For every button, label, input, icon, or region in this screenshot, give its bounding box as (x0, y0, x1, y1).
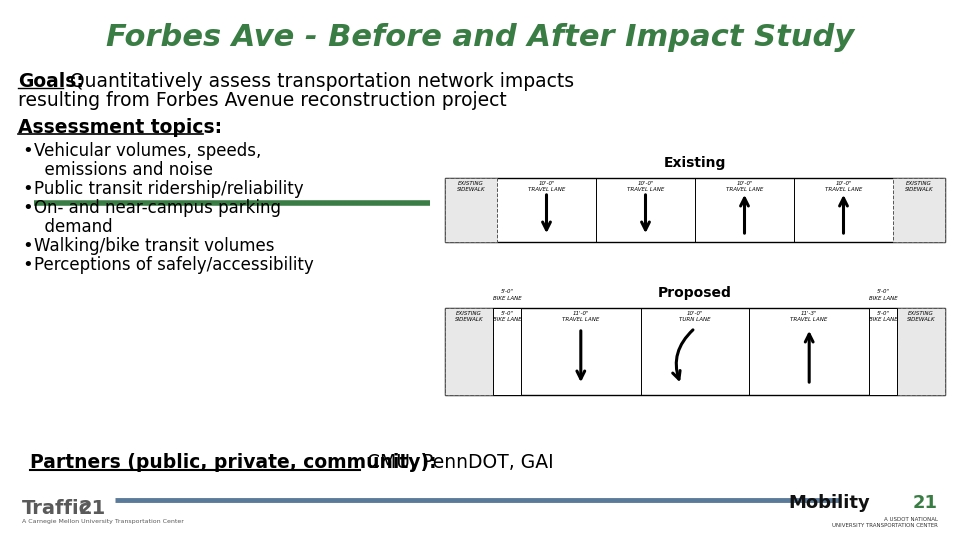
Text: Vehicular volumes, speeds,: Vehicular volumes, speeds, (34, 142, 261, 160)
Text: Partners (public, private, community):: Partners (public, private, community): (30, 453, 437, 472)
Bar (493, 308, 521, 395)
Text: EXISTING
SIDEWALK: EXISTING SIDEWALK (904, 181, 933, 192)
Text: resulting from Forbes Avenue reconstruction project: resulting from Forbes Avenue reconstruct… (18, 91, 507, 110)
Text: EXISTING
SIDEWALK: EXISTING SIDEWALK (906, 311, 935, 322)
Bar (893, 178, 945, 242)
Bar (445, 308, 945, 395)
Text: Quantitatively assess transportation network impacts: Quantitatively assess transportation net… (64, 72, 574, 91)
Text: On- and near-campus parking: On- and near-campus parking (34, 199, 281, 217)
Text: demand: demand (34, 218, 112, 236)
Bar (869, 308, 897, 395)
Text: A Carnegie Mellon University Transportation Center: A Carnegie Mellon University Transportat… (22, 519, 184, 524)
Text: Assessment topics:: Assessment topics: (18, 118, 222, 137)
Text: Existing: Existing (663, 156, 726, 170)
Text: 10'-0"
TRAVEL LANE: 10'-0" TRAVEL LANE (528, 181, 565, 192)
Text: 5'-0": 5'-0" (876, 289, 890, 294)
Text: 21: 21 (78, 498, 106, 517)
Text: Mobility: Mobility (788, 494, 870, 512)
Bar (897, 308, 945, 395)
Text: •: • (22, 199, 33, 217)
Text: Goals:: Goals: (18, 72, 84, 91)
Text: Proposed: Proposed (658, 286, 732, 300)
Text: 10'-0"
TRAVEL LANE: 10'-0" TRAVEL LANE (627, 181, 664, 192)
Text: 5'-0"
BIKE LANE: 5'-0" BIKE LANE (869, 311, 898, 322)
Text: •: • (22, 142, 33, 160)
Text: BIKE LANE: BIKE LANE (492, 296, 521, 301)
Text: Public transit ridership/reliability: Public transit ridership/reliability (34, 180, 303, 198)
Text: emissions and noise: emissions and noise (34, 161, 213, 179)
Text: Traffic: Traffic (22, 498, 91, 517)
Text: Walking/bike transit volumes: Walking/bike transit volumes (34, 237, 275, 255)
Text: 10'-0"
TRAVEL LANE: 10'-0" TRAVEL LANE (726, 181, 763, 192)
Bar (445, 178, 497, 242)
Text: •: • (22, 237, 33, 255)
Text: Perceptions of safely/accessibility: Perceptions of safely/accessibility (34, 256, 314, 274)
Bar (445, 178, 945, 242)
Text: EXISTING
SIDEWALK: EXISTING SIDEWALK (457, 181, 486, 192)
Text: 11'-3"
TRAVEL LANE: 11'-3" TRAVEL LANE (790, 311, 828, 322)
Text: EXISTING
SIDEWALK: EXISTING SIDEWALK (455, 311, 483, 322)
Text: •: • (22, 180, 33, 198)
Text: 10'-0"
TURN LANE: 10'-0" TURN LANE (679, 311, 710, 322)
Text: 11'-0"
TRAVEL LANE: 11'-0" TRAVEL LANE (563, 311, 599, 322)
Text: A USDOT NATIONAL
UNIVERSITY TRANSPORTATION CENTER: A USDOT NATIONAL UNIVERSITY TRANSPORTATI… (832, 517, 938, 528)
Text: 5'-0"
BIKE LANE: 5'-0" BIKE LANE (492, 311, 521, 322)
Text: 10'-0"
TRAVEL LANE: 10'-0" TRAVEL LANE (825, 181, 862, 192)
Text: 21: 21 (913, 494, 938, 512)
Text: 5'-0": 5'-0" (500, 289, 514, 294)
Bar (445, 308, 493, 395)
Text: CMU, PennDOT, GAI: CMU, PennDOT, GAI (361, 453, 554, 472)
Text: BIKE LANE: BIKE LANE (869, 296, 898, 301)
Text: Forbes Ave - Before and After Impact Study: Forbes Ave - Before and After Impact Stu… (106, 24, 854, 52)
Text: •: • (22, 256, 33, 274)
